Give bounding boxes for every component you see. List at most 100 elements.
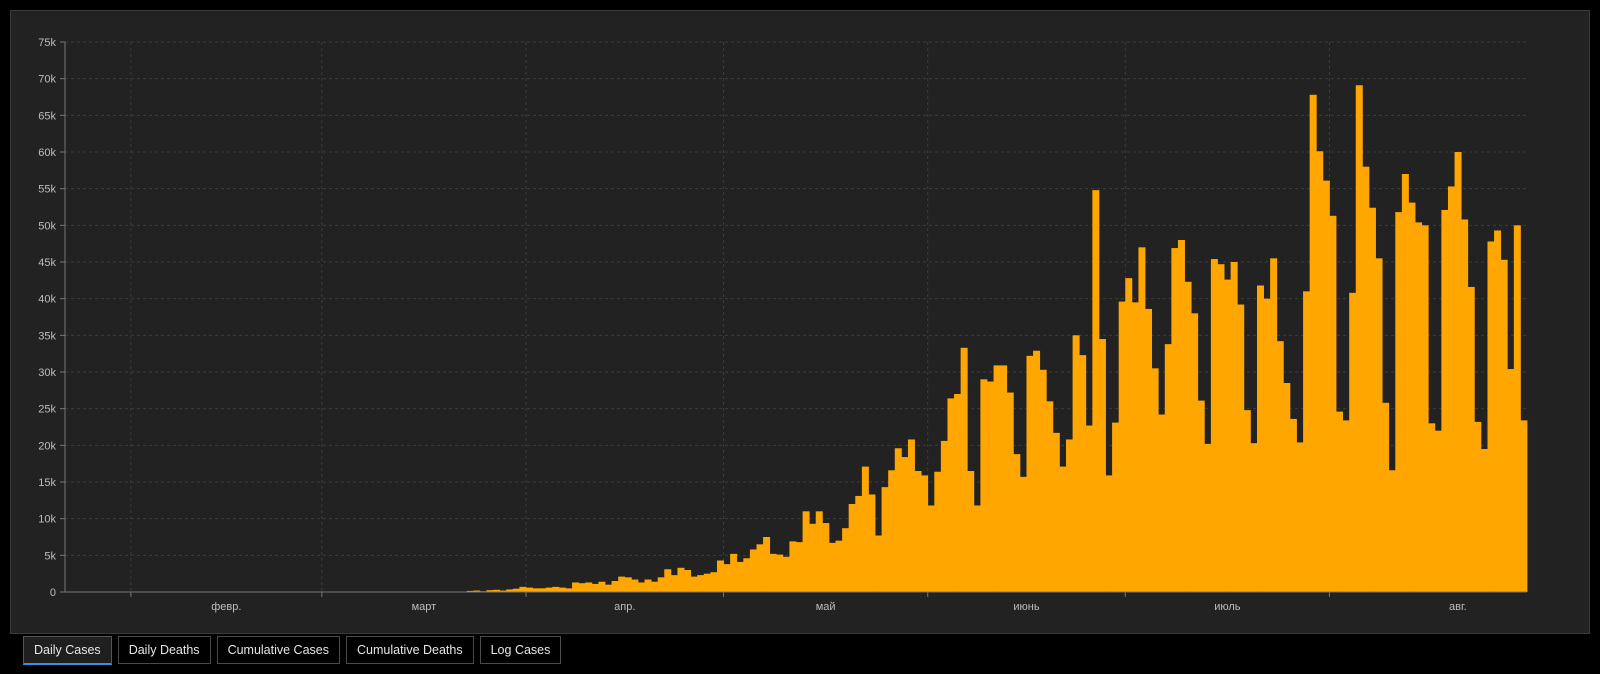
axes: 0 5k 10k 15k 20k 25k 30k 35k 40k 45k 50k 55k 60k 65k 7… bbox=[38, 37, 1527, 613]
bar bbox=[1250, 443, 1258, 592]
bar bbox=[1204, 443, 1212, 592]
bar bbox=[1263, 298, 1271, 592]
bar bbox=[644, 579, 652, 592]
y-tick-label: 20k bbox=[38, 440, 56, 452]
bar bbox=[605, 584, 613, 592]
bar bbox=[670, 575, 678, 592]
bar bbox=[1368, 207, 1376, 593]
bar bbox=[697, 575, 705, 592]
bar bbox=[545, 587, 553, 592]
x-tick-label: март bbox=[412, 601, 437, 613]
bar bbox=[1283, 383, 1291, 592]
bar bbox=[664, 569, 672, 592]
bar bbox=[1520, 420, 1528, 592]
bar bbox=[1276, 341, 1284, 592]
bar bbox=[1362, 166, 1370, 593]
bar bbox=[1487, 241, 1495, 592]
x-tick-label: февр. bbox=[211, 601, 241, 613]
bar bbox=[499, 590, 507, 592]
bar bbox=[572, 582, 580, 592]
y-tick-label: 15k bbox=[38, 477, 56, 489]
bar bbox=[947, 398, 955, 592]
bar bbox=[723, 564, 731, 592]
daily-cases-chart: 0 5k 10k 15k 20k 25k 30k 35k 40k 45k 50k 55k 60k 65k 7… bbox=[38, 37, 1528, 613]
tab-cumulative-deaths[interactable]: Cumulative Deaths bbox=[346, 636, 474, 664]
bar bbox=[1309, 94, 1317, 593]
bar bbox=[835, 540, 843, 592]
bar bbox=[631, 579, 639, 592]
bar bbox=[611, 581, 619, 592]
bar bbox=[1415, 222, 1423, 592]
x-tick-label: июнь bbox=[1013, 601, 1039, 613]
bar bbox=[730, 553, 738, 592]
bar bbox=[1217, 264, 1225, 592]
y-tick-label: 30k bbox=[38, 367, 56, 379]
bar bbox=[901, 457, 909, 592]
y-tick-label: 35k bbox=[38, 330, 56, 342]
bar bbox=[861, 466, 869, 592]
bar bbox=[1092, 190, 1100, 592]
bar bbox=[875, 535, 883, 592]
bar bbox=[1507, 369, 1515, 592]
bar bbox=[1171, 248, 1179, 592]
bar bbox=[1184, 281, 1192, 592]
bar bbox=[466, 590, 474, 592]
bar bbox=[848, 504, 856, 592]
bar bbox=[486, 590, 494, 592]
bar bbox=[815, 511, 823, 592]
bar bbox=[684, 570, 692, 592]
bar-series bbox=[460, 85, 1528, 593]
bar bbox=[1164, 344, 1172, 592]
bar bbox=[1000, 365, 1008, 592]
bar bbox=[1441, 209, 1449, 592]
bar bbox=[1112, 422, 1120, 592]
bar bbox=[493, 589, 501, 592]
bar bbox=[967, 471, 975, 592]
bar bbox=[1224, 279, 1232, 592]
bar bbox=[1316, 151, 1324, 592]
bar bbox=[1296, 442, 1304, 592]
bar bbox=[855, 495, 863, 592]
bar bbox=[914, 471, 922, 592]
y-tick-label: 60k bbox=[38, 147, 56, 159]
bar bbox=[565, 588, 573, 592]
tab-cumulative-cases[interactable]: Cumulative Cases bbox=[216, 636, 340, 664]
bar bbox=[1151, 368, 1159, 592]
bar bbox=[1072, 335, 1080, 592]
bar bbox=[881, 487, 889, 592]
tab-daily-cases[interactable]: Daily Cases bbox=[23, 636, 112, 665]
bar bbox=[986, 381, 994, 592]
bar bbox=[940, 440, 948, 592]
bar bbox=[624, 577, 632, 592]
bar bbox=[1434, 430, 1442, 592]
bar bbox=[894, 448, 902, 592]
bar bbox=[677, 567, 685, 592]
bar bbox=[1474, 421, 1482, 592]
bar bbox=[1461, 219, 1469, 592]
y-tick-label: 25k bbox=[38, 404, 56, 416]
bar bbox=[736, 561, 744, 592]
bar bbox=[585, 582, 593, 592]
bar bbox=[1428, 423, 1436, 592]
bar bbox=[558, 587, 566, 592]
bar bbox=[651, 581, 659, 592]
bar bbox=[618, 576, 626, 592]
y-tick-label: 45k bbox=[38, 257, 56, 269]
bar bbox=[1085, 425, 1093, 592]
bar bbox=[1336, 411, 1344, 592]
bar bbox=[1197, 400, 1205, 592]
bar bbox=[1270, 258, 1278, 592]
bar bbox=[1039, 369, 1047, 592]
y-tick-label: 75k bbox=[38, 37, 56, 49]
tab-daily-deaths[interactable]: Daily Deaths bbox=[117, 636, 211, 664]
bar bbox=[637, 582, 645, 592]
bar bbox=[578, 583, 586, 592]
y-tick-label: 10k bbox=[38, 514, 56, 526]
bar bbox=[1243, 410, 1251, 592]
bar bbox=[1256, 285, 1264, 592]
bar bbox=[1500, 259, 1508, 592]
x-tick-label: май bbox=[816, 601, 836, 613]
bar bbox=[749, 549, 757, 592]
tab-log-cases[interactable]: Log Cases bbox=[479, 636, 562, 664]
bar bbox=[1480, 449, 1488, 592]
